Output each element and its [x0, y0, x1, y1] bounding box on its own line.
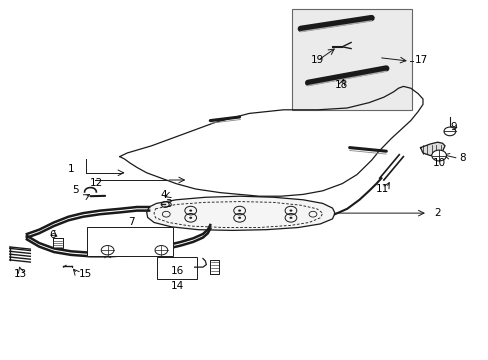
Text: 17: 17 [414, 55, 427, 66]
Polygon shape [420, 142, 444, 156]
Text: 14: 14 [170, 281, 183, 291]
Text: 19: 19 [310, 55, 324, 66]
Circle shape [238, 217, 241, 219]
Polygon shape [146, 196, 334, 230]
Text: 3: 3 [165, 199, 172, 210]
Text: 13: 13 [14, 269, 27, 279]
Bar [157, 257, 196, 279]
Bar [292, 9, 411, 110]
Text: 15: 15 [79, 269, 92, 279]
Bar [53, 238, 62, 248]
Text: 4: 4 [160, 190, 167, 200]
Bar [87, 227, 172, 256]
Circle shape [443, 127, 455, 136]
Text: 16: 16 [170, 266, 183, 276]
Circle shape [189, 210, 192, 212]
Text: 2: 2 [433, 208, 440, 218]
Text: 7: 7 [127, 217, 134, 228]
Circle shape [431, 150, 446, 161]
Text: 6: 6 [49, 230, 56, 240]
Circle shape [189, 217, 192, 219]
Text: 12: 12 [90, 178, 103, 188]
Text: 18: 18 [334, 80, 347, 90]
Circle shape [155, 246, 167, 255]
Text: 9: 9 [450, 122, 457, 132]
Circle shape [238, 210, 241, 212]
Text: 1: 1 [67, 164, 74, 174]
Circle shape [289, 210, 292, 212]
Text: 8: 8 [459, 153, 466, 163]
Text: 5: 5 [72, 185, 79, 195]
Circle shape [289, 217, 292, 219]
Text: 11: 11 [375, 184, 388, 194]
Circle shape [101, 246, 114, 255]
Text: 10: 10 [432, 158, 445, 168]
